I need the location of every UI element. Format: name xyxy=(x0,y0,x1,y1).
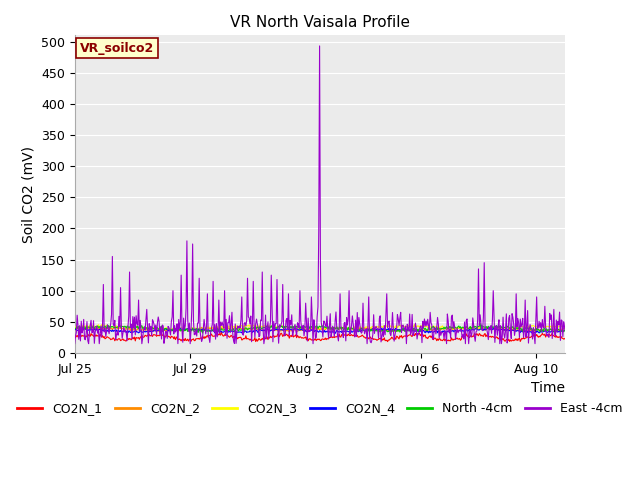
Legend: CO2N_1, CO2N_2, CO2N_3, CO2N_4, North -4cm, East -4cm: CO2N_1, CO2N_2, CO2N_3, CO2N_4, North -4… xyxy=(12,397,628,420)
Y-axis label: Soil CO2 (mV): Soil CO2 (mV) xyxy=(21,145,35,243)
X-axis label: Time: Time xyxy=(531,381,565,395)
Text: VR_soilco2: VR_soilco2 xyxy=(79,42,154,55)
Title: VR North Vaisala Profile: VR North Vaisala Profile xyxy=(230,15,410,30)
